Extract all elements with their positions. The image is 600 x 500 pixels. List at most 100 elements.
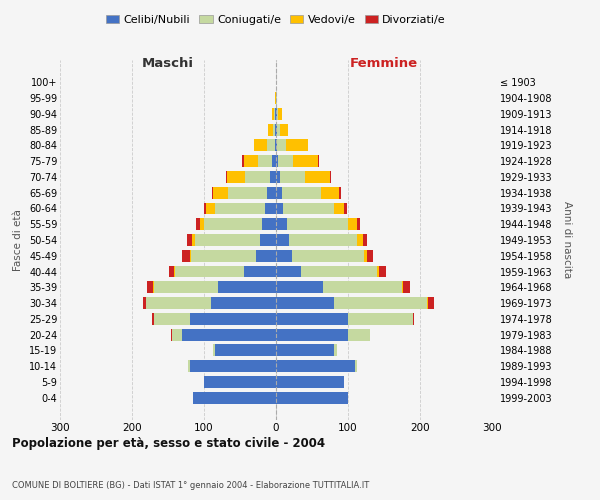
Bar (276, 124, 277, 136)
Bar (190, 360, 276, 372)
Bar (258, 155, 272, 167)
Bar (305, 171, 330, 183)
Bar (244, 266, 276, 278)
Bar (276, 171, 280, 183)
Bar (277, 108, 278, 120)
Bar (260, 234, 276, 246)
Bar (330, 171, 331, 183)
Bar (276, 376, 344, 388)
Bar (212, 187, 214, 198)
Bar (276, 187, 282, 198)
Bar (242, 155, 244, 167)
Bar (377, 266, 379, 278)
Y-axis label: Anni di nascita: Anni di nascita (562, 202, 572, 278)
Bar (200, 218, 204, 230)
Bar (154, 313, 190, 325)
Bar (276, 282, 323, 293)
Bar (340, 187, 341, 198)
Bar (293, 155, 318, 167)
Bar (287, 218, 348, 230)
Bar (214, 187, 228, 198)
Bar (367, 250, 373, 262)
Bar (363, 234, 367, 246)
Bar (276, 218, 287, 230)
Bar (268, 124, 273, 136)
Bar (427, 297, 428, 309)
Bar (334, 344, 337, 356)
Bar (348, 218, 356, 230)
Bar (196, 218, 200, 230)
Bar (191, 250, 256, 262)
Bar (356, 218, 360, 230)
Bar (154, 282, 218, 293)
Bar (276, 344, 334, 356)
Bar (403, 282, 410, 293)
Bar (206, 202, 215, 214)
Bar (277, 140, 286, 151)
Bar (334, 202, 344, 214)
Bar (175, 266, 244, 278)
Bar (171, 328, 172, 340)
Bar (348, 328, 370, 340)
Bar (262, 218, 276, 230)
Bar (278, 108, 282, 120)
Y-axis label: Fasce di età: Fasce di età (13, 209, 23, 271)
Bar (146, 297, 211, 309)
Bar (428, 297, 434, 309)
Bar (364, 250, 367, 262)
Bar (276, 313, 348, 325)
Bar (292, 250, 364, 262)
Bar (190, 313, 276, 325)
Bar (172, 328, 182, 340)
Bar (256, 250, 276, 262)
Bar (276, 92, 277, 104)
Bar (276, 234, 289, 246)
Bar (244, 155, 258, 167)
Bar (413, 313, 414, 325)
Bar (276, 140, 277, 151)
Bar (276, 108, 277, 120)
Bar (152, 313, 154, 325)
Bar (153, 282, 154, 293)
Bar (272, 108, 274, 120)
Bar (276, 360, 355, 372)
Bar (344, 202, 347, 214)
Bar (254, 140, 268, 151)
Bar (318, 155, 319, 167)
Legend: Celibi/Nubili, Coniugati/e, Vedovi/e, Divorziati/e: Celibi/Nubili, Coniugati/e, Vedovi/e, Di… (101, 10, 451, 29)
Bar (358, 234, 363, 246)
Bar (268, 140, 275, 151)
Bar (275, 124, 276, 136)
Bar (286, 140, 308, 151)
Bar (282, 187, 322, 198)
Text: Popolazione per età, sesso e stato civile - 2004: Popolazione per età, sesso e stato civil… (12, 437, 325, 450)
Bar (227, 171, 245, 183)
Text: Femmine: Femmine (350, 56, 418, 70)
Bar (323, 282, 402, 293)
Bar (204, 202, 206, 214)
Bar (276, 155, 278, 167)
Bar (289, 234, 358, 246)
Bar (334, 297, 427, 309)
Bar (187, 234, 193, 246)
Bar (211, 297, 276, 309)
Bar (147, 282, 153, 293)
Bar (277, 124, 280, 136)
Bar (276, 202, 283, 214)
Bar (214, 344, 215, 356)
Bar (276, 250, 292, 262)
Bar (143, 297, 146, 309)
Bar (245, 171, 270, 183)
Bar (348, 313, 413, 325)
Bar (265, 202, 276, 214)
Bar (268, 187, 276, 198)
Bar (272, 155, 276, 167)
Bar (276, 297, 334, 309)
Bar (273, 124, 275, 136)
Bar (301, 266, 377, 278)
Bar (278, 155, 293, 167)
Bar (218, 282, 276, 293)
Bar (270, 171, 276, 183)
Bar (182, 250, 190, 262)
Bar (215, 344, 276, 356)
